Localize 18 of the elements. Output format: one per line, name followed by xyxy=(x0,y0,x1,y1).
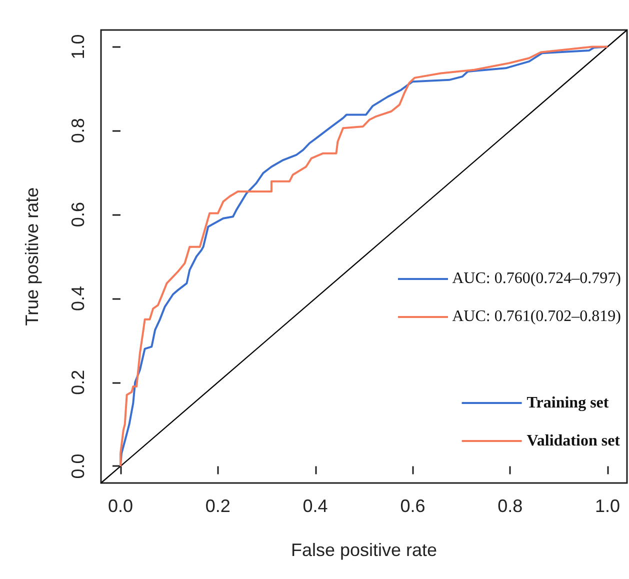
x-axis-title: False positive rate xyxy=(290,540,438,560)
x-tick-label: 0.4 xyxy=(302,496,328,516)
annotation: AUC: 0.761(0.702–0.819) xyxy=(452,308,621,326)
x-tick-label: 0.2 xyxy=(205,496,230,516)
annotation: AUC: 0.760(0.724–0.797) xyxy=(452,270,621,288)
x-tick-label: 0.0 xyxy=(108,496,133,516)
y-tick-label: 0.2 xyxy=(68,370,88,395)
y-tick-label: 0.0 xyxy=(68,454,88,479)
y-tick-label: 0.8 xyxy=(68,118,88,144)
x-tick-label: 1.0 xyxy=(595,496,620,516)
x-tick-label: 0.6 xyxy=(400,496,426,516)
x-tick-label: 0.8 xyxy=(498,496,523,516)
legend-label: Validation set xyxy=(526,432,621,450)
y-axis-title: True positive rate xyxy=(22,187,42,326)
y-tick-label: 0.6 xyxy=(68,202,88,228)
y-tick-label: 0.4 xyxy=(68,286,88,311)
legend-label: Training set xyxy=(526,394,610,412)
y-tick-label: 1.0 xyxy=(68,34,88,60)
